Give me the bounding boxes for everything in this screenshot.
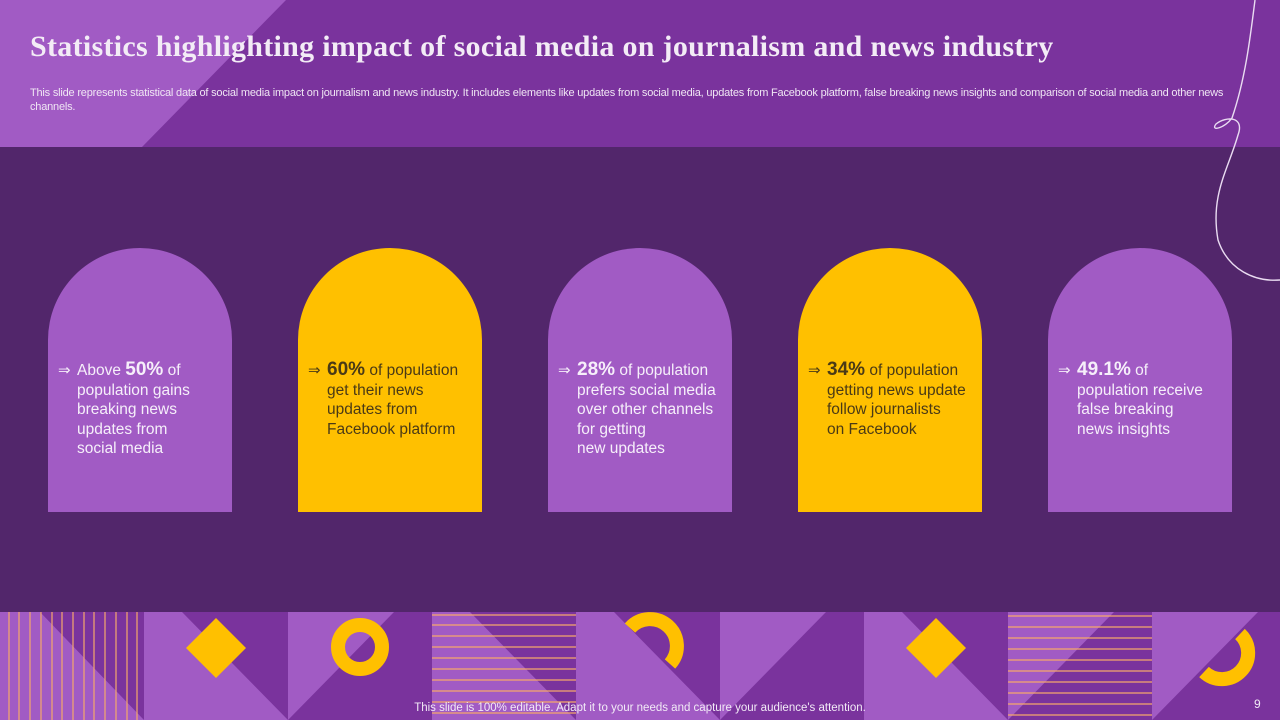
stat-value: 50% bbox=[125, 359, 164, 380]
stat-card-4: ⇒ 34% of population getting news update f… bbox=[798, 248, 982, 512]
header-wedge-shape bbox=[0, 0, 286, 147]
stat-card-2: ⇒ 60% of population get their news update… bbox=[298, 248, 482, 512]
stat-card-text: ⇒ Above 50% of population gains breaking … bbox=[58, 359, 190, 457]
page-title: Statistics highlighting impact of social… bbox=[30, 30, 1054, 63]
diamond-tile bbox=[144, 612, 288, 720]
stat-card-text: ⇒ 34% of population getting news update f… bbox=[808, 359, 966, 438]
double-arrow-icon: ⇒ bbox=[558, 362, 571, 379]
horizontal-lines-tile bbox=[1008, 612, 1152, 720]
stat-value: 34% bbox=[827, 359, 866, 380]
stat-card-text: ⇒ 49.1% of population receive false break… bbox=[1058, 359, 1203, 438]
stat-value: 49.1% bbox=[1077, 359, 1131, 380]
horizontal-lines-tile bbox=[432, 612, 576, 720]
double-arrow-icon: ⇒ bbox=[58, 362, 71, 379]
stat-card-1: ⇒ Above 50% of population gains breaking … bbox=[48, 248, 232, 512]
vertical-lines-tile bbox=[0, 612, 144, 720]
stat-card-5: ⇒ 49.1% of population receive false break… bbox=[1048, 248, 1232, 512]
double-arrow-icon: ⇒ bbox=[1058, 362, 1071, 379]
stat-card-3: ⇒ 28% of population prefers social media … bbox=[548, 248, 732, 512]
ring-tile bbox=[288, 612, 432, 720]
page-number: 9 bbox=[1254, 697, 1261, 711]
double-arrow-icon: ⇒ bbox=[308, 362, 321, 379]
stat-card-text: ⇒ 28% of population prefers social media … bbox=[558, 359, 716, 457]
diamond-tile bbox=[864, 612, 1008, 720]
triangle-tile bbox=[720, 612, 864, 720]
half-ring-tile bbox=[1152, 612, 1280, 720]
decorative-pattern-strip bbox=[0, 612, 1280, 720]
header-band: Statistics highlighting impact of social… bbox=[0, 0, 1280, 147]
footer-note: This slide is 100% editable. Adapt it to… bbox=[414, 702, 866, 714]
half-ring-tile bbox=[576, 612, 720, 720]
double-arrow-icon: ⇒ bbox=[808, 362, 821, 379]
stat-value: 60% bbox=[327, 359, 366, 380]
stat-card-text: ⇒ 60% of population get their news update… bbox=[308, 359, 459, 438]
page-subtitle: This slide represents statistical data o… bbox=[30, 87, 1224, 113]
stat-value: 28% bbox=[577, 359, 616, 380]
